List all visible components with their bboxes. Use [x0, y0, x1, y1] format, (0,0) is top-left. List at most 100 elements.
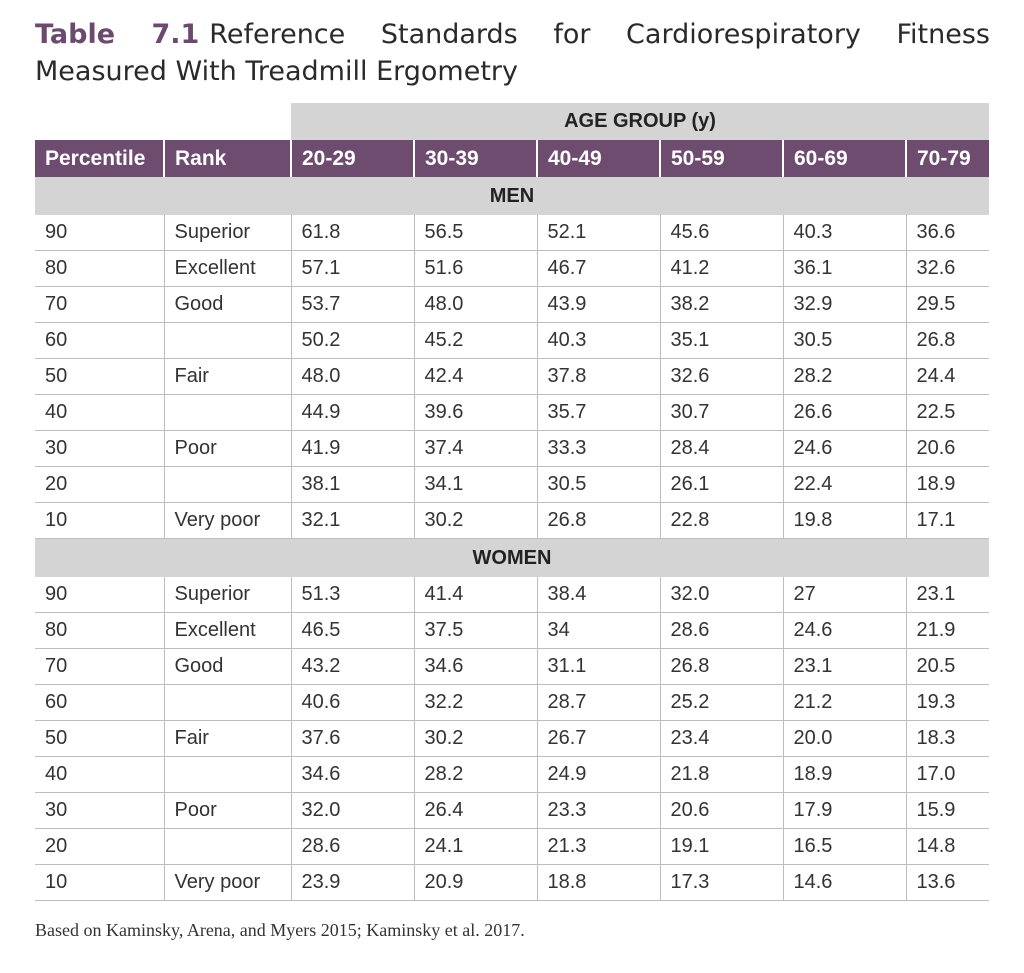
value-cell: 21.8 [659, 756, 783, 793]
percentile-cell: 90 [35, 215, 164, 251]
rank-cell: Fair [163, 358, 291, 395]
value-cell: 26.6 [782, 394, 906, 431]
value-cell: 19.1 [659, 828, 783, 865]
blank-corner [35, 103, 291, 140]
table-title: Table 7.1 Reference Standards for Cardior… [35, 16, 990, 90]
percentile-cell: 80 [35, 250, 164, 287]
table-row: 80 Excellent 57.1 51.6 46.7 41.2 36.1 32.6 [35, 250, 989, 287]
value-cell: 24.9 [536, 756, 660, 793]
age-group-row: AGE GROUP (y) [35, 103, 989, 140]
rank-cell [163, 756, 291, 793]
table-row: 50 Fair 37.6 30.2 26.7 23.4 20.0 18.3 [35, 720, 989, 757]
value-cell: 28.6 [659, 612, 783, 649]
rank-cell: Very poor [163, 502, 291, 539]
percentile-cell: 60 [35, 322, 164, 359]
value-cell: 46.5 [290, 612, 414, 649]
table-row: 10 Very poor 23.9 20.9 18.8 17.3 14.6 13.6 [35, 864, 989, 901]
section-row: WOMEN [35, 538, 989, 577]
table-number: Table 7.1 [35, 19, 200, 50]
value-cell: 44.9 [290, 394, 414, 431]
value-cell: 24.6 [782, 612, 906, 649]
value-cell: 14.6 [782, 864, 906, 901]
rank-cell: Superior [163, 215, 291, 251]
value-cell: 21.2 [782, 684, 906, 721]
value-cell: 37.8 [536, 358, 660, 395]
percentile-cell: 10 [35, 502, 164, 539]
value-cell: 32.6 [659, 358, 783, 395]
value-cell: 24.6 [782, 430, 906, 467]
value-cell: 22.8 [659, 502, 783, 539]
value-cell: 22.4 [782, 466, 906, 503]
value-cell: 41.2 [659, 250, 783, 287]
percentile-cell: 40 [35, 394, 164, 431]
percentile-cell: 70 [35, 286, 164, 323]
table-row: 90 Superior 51.3 41.4 38.4 32.0 27 23.1 [35, 577, 989, 613]
table-row: 20 38.1 34.1 30.5 26.1 22.4 18.9 [35, 466, 989, 503]
value-cell: 27 [782, 577, 906, 613]
value-cell: 29.5 [905, 286, 989, 323]
rank-cell [163, 322, 291, 359]
rank-cell [163, 466, 291, 503]
value-cell: 17.1 [905, 502, 989, 539]
value-cell: 51.3 [290, 577, 414, 613]
value-cell: 20.5 [905, 648, 989, 685]
rank-cell: Fair [163, 720, 291, 757]
value-cell: 26.8 [905, 322, 989, 359]
value-cell: 41.4 [413, 577, 537, 613]
table-row: 50 Fair 48.0 42.4 37.8 32.6 28.2 24.4 [35, 358, 989, 395]
table-row: 70 Good 53.7 48.0 43.9 38.2 32.9 29.5 [35, 286, 989, 323]
value-cell: 43.9 [536, 286, 660, 323]
value-cell: 18.8 [536, 864, 660, 901]
value-cell: 26.7 [536, 720, 660, 757]
value-cell: 18.3 [905, 720, 989, 757]
value-cell: 26.8 [659, 648, 783, 685]
percentile-cell: 10 [35, 864, 164, 901]
table-row: 90 Superior 61.8 56.5 52.1 45.6 40.3 36.6 [35, 215, 989, 251]
column-header: Percentile [35, 140, 164, 177]
rank-cell: Excellent [163, 250, 291, 287]
percentile-cell: 20 [35, 466, 164, 503]
value-cell: 38.4 [536, 577, 660, 613]
percentile-cell: 70 [35, 648, 164, 685]
table-title-text: Reference Standards for Cardiorespirator… [35, 19, 991, 87]
rank-cell: Good [163, 286, 291, 323]
rank-cell [163, 394, 291, 431]
value-cell: 34 [536, 612, 660, 649]
value-cell: 23.4 [659, 720, 783, 757]
fitness-standards-table: AGE GROUP (y) Percentile Rank 20-29 30-3… [35, 103, 989, 901]
value-cell: 26.4 [413, 792, 537, 829]
value-cell: 25.2 [659, 684, 783, 721]
value-cell: 30.5 [782, 322, 906, 359]
value-cell: 23.3 [536, 792, 660, 829]
value-cell: 20.0 [782, 720, 906, 757]
column-header: 30-39 [413, 140, 537, 177]
value-cell: 40.6 [290, 684, 414, 721]
value-cell: 53.7 [290, 286, 414, 323]
value-cell: 15.9 [905, 792, 989, 829]
column-header: 20-29 [290, 140, 414, 177]
rank-cell: Excellent [163, 612, 291, 649]
value-cell: 28.4 [659, 430, 783, 467]
value-cell: 30.2 [413, 720, 537, 757]
value-cell: 35.1 [659, 322, 783, 359]
value-cell: 48.0 [413, 286, 537, 323]
value-cell: 26.8 [536, 502, 660, 539]
value-cell: 28.2 [413, 756, 537, 793]
percentile-cell: 30 [35, 430, 164, 467]
value-cell: 34.6 [413, 648, 537, 685]
value-cell: 45.2 [413, 322, 537, 359]
value-cell: 21.9 [905, 612, 989, 649]
percentile-cell: 40 [35, 756, 164, 793]
value-cell: 28.2 [782, 358, 906, 395]
value-cell: 32.9 [782, 286, 906, 323]
value-cell: 17.0 [905, 756, 989, 793]
value-cell: 35.7 [536, 394, 660, 431]
percentile-cell: 50 [35, 358, 164, 395]
header-row: Percentile Rank 20-29 30-39 40-49 50-59 … [35, 140, 989, 177]
value-cell: 37.4 [413, 430, 537, 467]
value-cell: 36.6 [905, 215, 989, 251]
value-cell: 24.1 [413, 828, 537, 865]
table-row: 60 50.2 45.2 40.3 35.1 30.5 26.8 [35, 322, 989, 359]
value-cell: 30.7 [659, 394, 783, 431]
rank-cell [163, 828, 291, 865]
